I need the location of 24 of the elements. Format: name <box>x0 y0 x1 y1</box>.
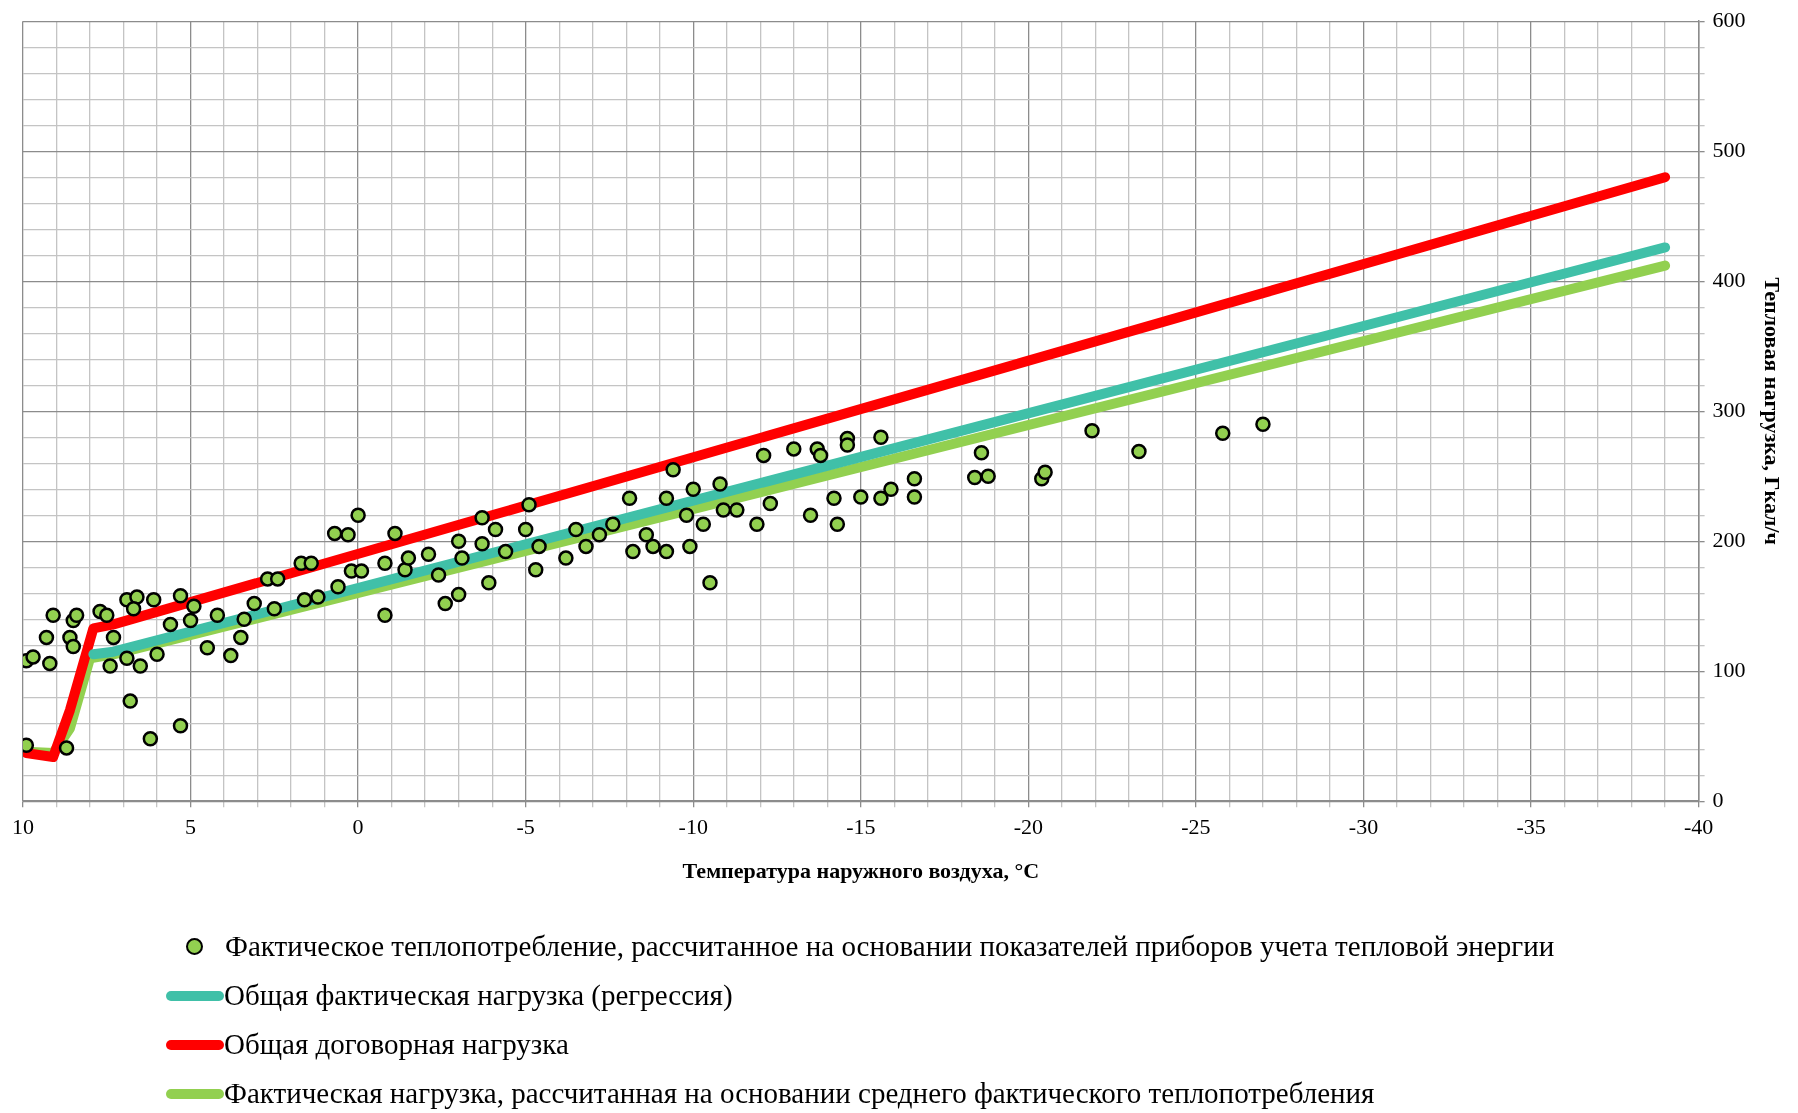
x-axis-title: Температура наружного воздуха, °С <box>682 858 1040 884</box>
y-tick-label: 600 <box>1712 6 1746 32</box>
x-tick-label: -30 <box>1348 814 1379 840</box>
y-tick-label: 100 <box>1712 656 1746 682</box>
legend-label: Фактическое теплопотребление, рассчитанное на основании показателей приборов учета тепловой энергии <box>225 930 1555 963</box>
x-tick-label: 10 <box>12 814 34 840</box>
y-axis-title: Тепловая нагрузка, Гкал/ч <box>1760 277 1786 545</box>
x-tick-label: -15 <box>846 814 876 840</box>
y-tick-label: 0 <box>1712 786 1724 812</box>
legend-label: Общая фактическая нагрузка (регрессия) <box>224 979 733 1012</box>
y-tick-label: 400 <box>1712 266 1746 292</box>
y-tick-label: 200 <box>1712 526 1746 552</box>
x-tick-label: -10 <box>678 814 708 840</box>
x-tick-label: -20 <box>1013 814 1044 840</box>
legend-label: Общая договорная нагрузка <box>224 1028 569 1061</box>
x-tick-label: -40 <box>1683 814 1714 840</box>
x-tick-label: -5 <box>516 814 535 840</box>
x-tick-label: -35 <box>1516 814 1546 840</box>
y-tick-label: 300 <box>1712 396 1746 422</box>
y-tick-label: 500 <box>1712 136 1746 162</box>
x-tick-label: 0 <box>352 814 364 840</box>
x-tick-label: 5 <box>185 814 197 840</box>
x-tick-label: -25 <box>1181 814 1211 840</box>
legend-label: Фактическая нагрузка, рассчитанная на основании среднего фактического теплопотребления <box>224 1077 1375 1110</box>
